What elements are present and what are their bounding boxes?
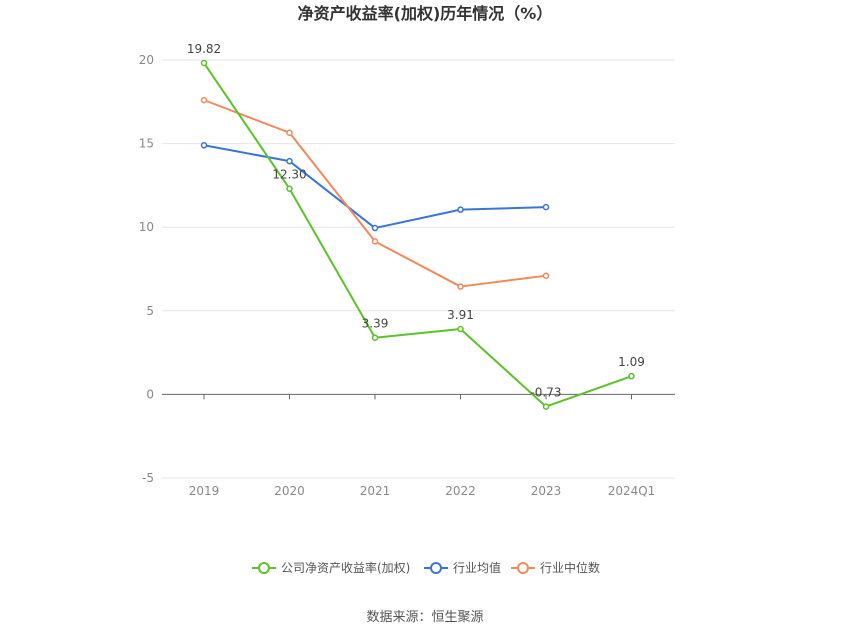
data-point[interactable]	[286, 157, 293, 165]
legend-item-1[interactable]: 行业均值	[424, 560, 501, 575]
x-tick-label: 2022	[445, 484, 476, 498]
chart-title: 净资产收益率(加权)历年情况（%）	[298, 4, 553, 23]
data-point[interactable]	[286, 129, 293, 136]
data-label: 3.39	[362, 317, 389, 331]
x-tick-label: 2023	[531, 484, 562, 498]
data-point[interactable]	[457, 283, 464, 290]
legend-swatch-marker	[517, 562, 529, 574]
x-tick-label: 2024Q1	[608, 484, 656, 498]
data-label: 1.09	[618, 355, 645, 369]
legend-label: 行业均值	[453, 560, 501, 575]
data-point[interactable]	[371, 334, 379, 341]
series-line-0	[203, 62, 632, 408]
series-lines	[200, 59, 635, 410]
legend-item-2[interactable]: 行业中位数	[511, 560, 600, 575]
data-point[interactable]	[286, 185, 293, 192]
y-tick-label: 0	[146, 387, 154, 401]
data-point[interactable]	[457, 325, 464, 333]
data-label: 12.30	[272, 168, 306, 182]
y-tick-label: 5	[146, 304, 154, 318]
y-tick-label: 10	[139, 220, 154, 234]
y-tick-label: 20	[139, 53, 154, 67]
data-point[interactable]	[200, 142, 208, 149]
legend-swatch-marker	[430, 562, 442, 574]
data-point[interactable]	[457, 206, 464, 213]
grid-lines	[162, 59, 675, 479]
data-labels: 19.82 12.30 3.39 3.91 -0.73 1.09	[187, 42, 645, 400]
axes: 20 15 10 5 0 -5 2019 2020 2021 2022 2023 2024Q1	[139, 53, 675, 498]
data-point[interactable]	[371, 238, 379, 245]
data-point[interactable]	[628, 372, 635, 380]
data-point[interactable]	[542, 203, 550, 211]
x-tick-label: 2021	[360, 484, 391, 498]
legend-item-0[interactable]: 公司净资产收益率(加权)	[252, 560, 410, 575]
data-point[interactable]	[542, 272, 550, 279]
source-note: 数据来源：恒生聚源	[366, 610, 483, 625]
legend[interactable]: 公司净资产收益率(加权) 行业均值 行业中位数	[252, 560, 600, 575]
data-point[interactable]	[542, 403, 550, 410]
data-label: 19.82	[187, 42, 221, 56]
legend-label: 公司净资产收益率(加权)	[281, 560, 410, 575]
data-label: 3.91	[447, 308, 474, 322]
legend-label: 行业中位数	[540, 560, 600, 575]
data-point[interactable]	[371, 224, 379, 232]
data-point[interactable]	[200, 96, 208, 104]
data-label: -0.73	[530, 386, 561, 400]
series-line-1	[203, 144, 547, 230]
data-point[interactable]	[200, 59, 208, 67]
series-line-2	[203, 99, 547, 288]
legend-swatch-marker	[258, 562, 270, 574]
x-tick-label: 2020	[274, 484, 305, 498]
y-tick-label: -5	[142, 471, 154, 485]
x-tick-label: 2019	[189, 484, 220, 498]
y-tick-label: 15	[139, 137, 154, 151]
